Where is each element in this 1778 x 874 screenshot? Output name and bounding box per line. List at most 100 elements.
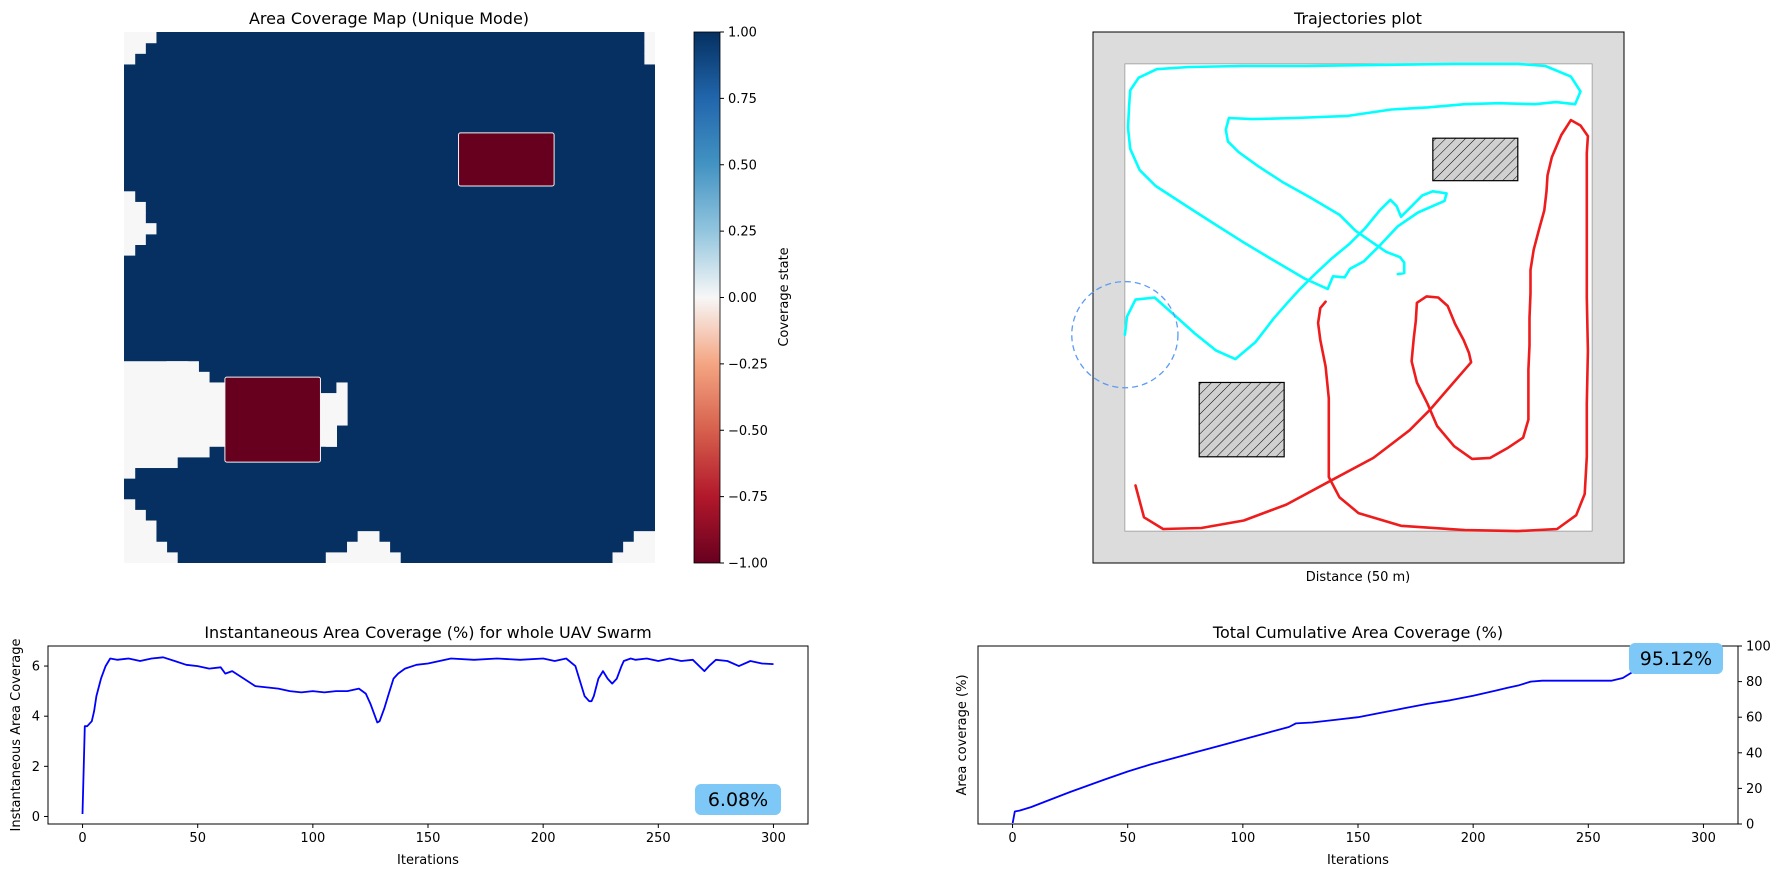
x-tick-label: 250 bbox=[646, 831, 671, 846]
uncovered-cell bbox=[623, 541, 655, 553]
uncovered-cell bbox=[124, 233, 146, 245]
uncovered-cell bbox=[124, 552, 178, 563]
colorbar-tick-label: −1.00 bbox=[728, 557, 768, 572]
area-inner-field bbox=[1124, 63, 1593, 532]
colorbar-tick-label: −0.50 bbox=[728, 424, 768, 439]
x-tick-label: 250 bbox=[1576, 831, 1601, 846]
y-tick-label: 20 bbox=[1746, 782, 1763, 797]
x-tick-label: 150 bbox=[416, 831, 441, 846]
colorbar-tick-label: 1.00 bbox=[728, 26, 757, 41]
instantaneous-badge-box bbox=[695, 784, 781, 815]
cumulative-ylabel: Area coverage (%) bbox=[955, 674, 970, 795]
cumulative-coverage-panel: Total Cumulative Area Coverage (%) 0 50 10… bbox=[955, 623, 1771, 868]
uncovered-cell bbox=[644, 32, 655, 44]
uncovered-cell bbox=[124, 244, 136, 256]
x-tick-label: 150 bbox=[1346, 831, 1371, 846]
y-tick-label: 80 bbox=[1746, 675, 1763, 690]
colorbar-tick-label: 0.50 bbox=[728, 158, 757, 173]
coverage-line bbox=[81, 656, 774, 815]
colorbar-label: Coverage state bbox=[777, 247, 792, 346]
y-tick-label: 0 bbox=[1746, 818, 1754, 833]
uav-trajectory-2 bbox=[1134, 118, 1590, 533]
colorbar: 1.00 0.75 0.50 0.25 0.00 −0.25 −0.50 −0.75 −1.00… bbox=[693, 26, 792, 572]
heatmap-title: Area Coverage Map (Unique Mode) bbox=[249, 9, 529, 28]
uncovered-cell bbox=[124, 541, 168, 553]
cumulative-title: Total Cumulative Area Coverage (%) bbox=[1212, 623, 1503, 642]
heatmap-background bbox=[124, 32, 655, 563]
obstacle-hatched bbox=[1432, 137, 1519, 182]
y-tick-label: 0 bbox=[32, 810, 40, 825]
x-tick-label: 200 bbox=[531, 831, 556, 846]
cumulative-axes-frame bbox=[977, 645, 1739, 825]
x-tick-label: 100 bbox=[300, 831, 325, 846]
colorbar-tick-label: −0.75 bbox=[728, 490, 768, 505]
uncovered-cell bbox=[124, 456, 178, 469]
heatmap-grid bbox=[124, 32, 655, 563]
colorbar-tick-label: −0.25 bbox=[728, 357, 768, 372]
instantaneous-title: Instantaneous Area Coverage (%) for whol… bbox=[204, 623, 651, 642]
uncovered-cell bbox=[124, 32, 157, 44]
cumulative-badge-box bbox=[1629, 643, 1723, 674]
coverage-heatmap-panel: Area Coverage Map (Unique Mode) 1.00 0.75… bbox=[124, 9, 792, 572]
obstacle-cell bbox=[458, 132, 555, 187]
uncovered-cell bbox=[325, 393, 337, 447]
uncovered-cell bbox=[124, 382, 274, 394]
instantaneous-badge: 6.08% bbox=[708, 789, 768, 811]
uncovered-cell bbox=[124, 446, 210, 458]
colorbar-gradient bbox=[693, 31, 721, 564]
cumulative-xlabel: Iterations bbox=[1327, 853, 1389, 868]
uncovered-cell bbox=[357, 531, 380, 543]
uav-trajectory-1 bbox=[1123, 62, 1582, 361]
uncovered-cell bbox=[124, 531, 157, 543]
uncovered-cell bbox=[633, 531, 655, 543]
y-tick-label: 60 bbox=[1746, 711, 1763, 726]
uncovered-cell bbox=[124, 520, 157, 532]
uncovered-cell bbox=[644, 53, 655, 65]
x-tick-label: 200 bbox=[1461, 831, 1486, 846]
trajectories-title: Trajectories plot bbox=[1293, 9, 1422, 28]
y-tick-label: 4 bbox=[32, 710, 40, 725]
uncovered-cell bbox=[124, 223, 157, 235]
instantaneous-ylabel: Instantaneous Area Coverage bbox=[9, 639, 24, 832]
uncovered-cell bbox=[612, 552, 655, 563]
sensor-range-circle bbox=[1071, 280, 1179, 389]
uncovered-cell bbox=[644, 42, 655, 54]
colorbar-tick-label: 0.25 bbox=[728, 225, 757, 240]
x-tick-label: 100 bbox=[1230, 831, 1255, 846]
y-tick-label: 6 bbox=[32, 660, 40, 675]
uncovered-cell bbox=[166, 361, 199, 373]
y-tick-label: 2 bbox=[32, 760, 40, 775]
instantaneous-xlabel: Iterations bbox=[397, 853, 459, 868]
instantaneous-coverage-panel: Instantaneous Area Coverage (%) for whol… bbox=[9, 623, 809, 868]
x-tick-label: 50 bbox=[1119, 831, 1136, 846]
instantaneous-axes-frame bbox=[47, 645, 809, 825]
uncovered-cell bbox=[336, 382, 348, 426]
x-tick-label: 50 bbox=[189, 831, 206, 846]
uncovered-cell bbox=[124, 499, 136, 511]
uncovered-cell bbox=[124, 509, 146, 522]
trajectories-panel: Trajectories plot Distance (50 m) bbox=[1071, 9, 1625, 585]
y-tick-label: 100 bbox=[1746, 640, 1771, 655]
uncovered-cell bbox=[124, 361, 189, 373]
x-tick-label: 300 bbox=[761, 831, 786, 846]
trajectories-xlabel: Distance (50 m) bbox=[1306, 570, 1410, 585]
x-tick-label: 300 bbox=[1691, 831, 1716, 846]
coverage-line bbox=[1011, 653, 1704, 823]
uncovered-cell bbox=[124, 212, 146, 224]
colorbar-tick-label: 0.75 bbox=[728, 92, 757, 107]
uncovered-cell bbox=[325, 552, 401, 563]
colorbar-tick-label: 0.00 bbox=[728, 291, 757, 306]
y-tick-label: 40 bbox=[1746, 746, 1763, 761]
cumulative-badge: 95.12% bbox=[1640, 648, 1712, 670]
uncovered-cell bbox=[124, 191, 136, 203]
x-tick-label: 0 bbox=[1008, 831, 1016, 846]
uncovered-cell bbox=[124, 467, 136, 479]
uncovered-cell bbox=[124, 42, 146, 54]
x-tick-label: 0 bbox=[78, 831, 86, 846]
uncovered-cell bbox=[124, 201, 146, 214]
obstacle-hatched bbox=[1198, 381, 1285, 458]
uncovered-cell bbox=[124, 371, 210, 384]
uncovered-cell bbox=[347, 541, 391, 553]
obstacle-cell bbox=[224, 376, 321, 463]
